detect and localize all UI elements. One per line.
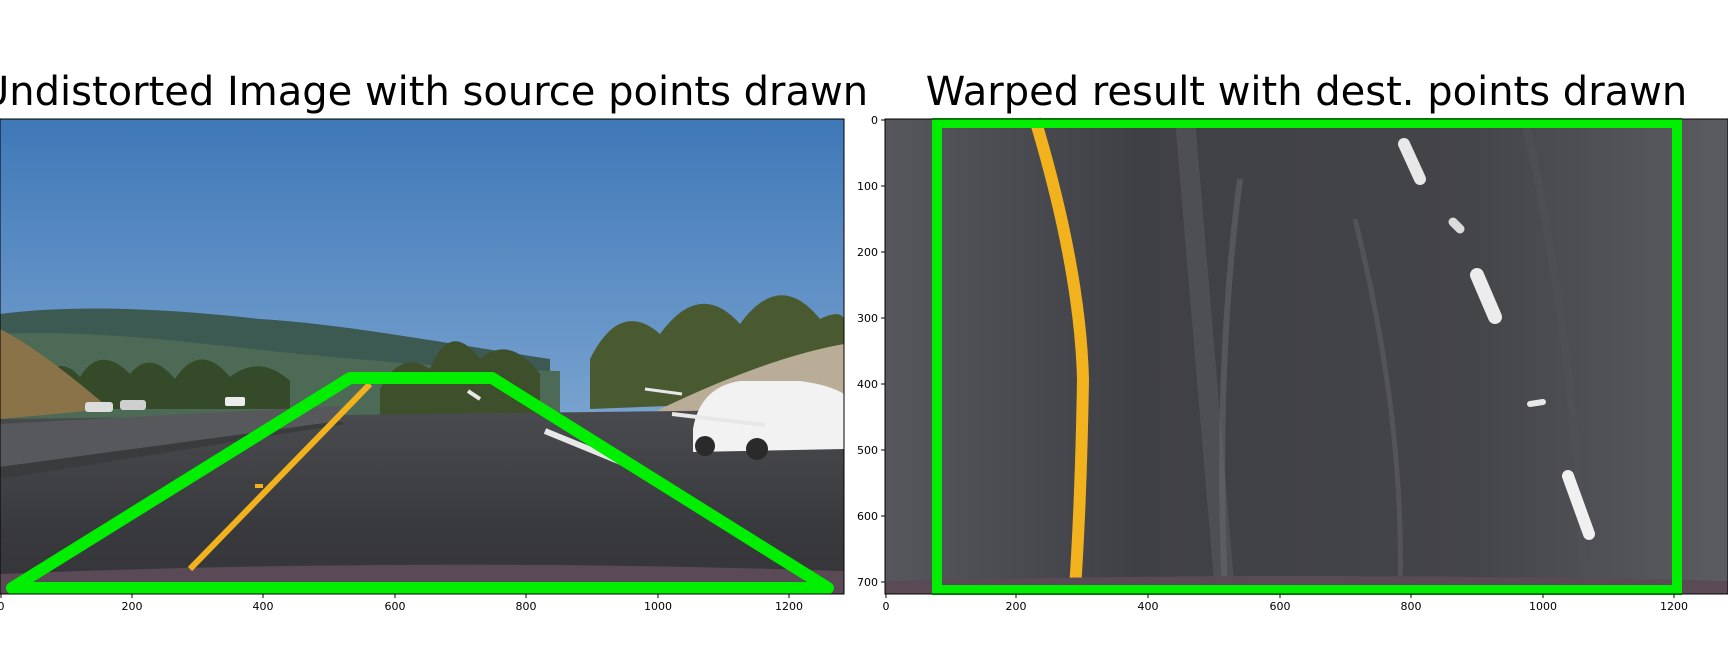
warped-road-image: 0 200 400 600 800 1000 1200 0 100 200 30… <box>857 114 1728 613</box>
right-y-ticks: 0 100 200 300 400 500 600 700 <box>857 114 885 589</box>
right-x-ticks: 0 200 400 600 800 1000 1200 <box>883 594 1688 613</box>
right-axes-frame <box>884 118 1728 595</box>
right-y-tick-label: 100 <box>857 180 878 193</box>
right-y-tick-label: 500 <box>857 444 878 457</box>
right-y-tick-label: 400 <box>857 378 878 391</box>
right-x-tick-label: 1200 <box>1660 600 1688 613</box>
left-x-tick-label: 800 <box>516 600 537 613</box>
right-x-tick-label: 1000 <box>1529 600 1557 613</box>
undistorted-road-image: 0 200 400 600 800 1000 1200 <box>0 118 845 613</box>
right-x-tick-label: 200 <box>1006 600 1027 613</box>
right-x-tick-label: 0 <box>883 600 890 613</box>
left-x-ticks: 0 200 400 600 800 1000 1200 <box>0 594 803 613</box>
left-x-tick-label: 1000 <box>644 600 672 613</box>
left-axes-frame <box>0 118 845 595</box>
destination-points-rectangle <box>932 118 1682 595</box>
right-y-tick-label: 700 <box>857 576 878 589</box>
left-image-content <box>0 119 844 594</box>
right-panel-title: Warped result with dest. points drawn <box>925 69 1688 115</box>
right-y-tick-label: 600 <box>857 510 878 523</box>
right-y-tick-label: 0 <box>871 114 878 127</box>
right-x-tick-label: 600 <box>1270 600 1291 613</box>
source-points-polygon <box>6 372 834 594</box>
left-x-tick-label: 200 <box>122 600 143 613</box>
left-x-tick-label: 400 <box>253 600 274 613</box>
right-x-tick-label: 800 <box>1401 600 1422 613</box>
left-x-tick-label: 600 <box>385 600 406 613</box>
right-y-tick-label: 300 <box>857 312 878 325</box>
left-panel-title: Undistorted Image with source points dra… <box>0 69 869 115</box>
right-x-tick-label: 400 <box>1138 600 1159 613</box>
left-x-tick-label: 1200 <box>775 600 803 613</box>
left-x-tick-label: 0 <box>0 600 5 613</box>
right-image-content <box>885 117 1728 595</box>
right-y-tick-label: 200 <box>857 246 878 259</box>
